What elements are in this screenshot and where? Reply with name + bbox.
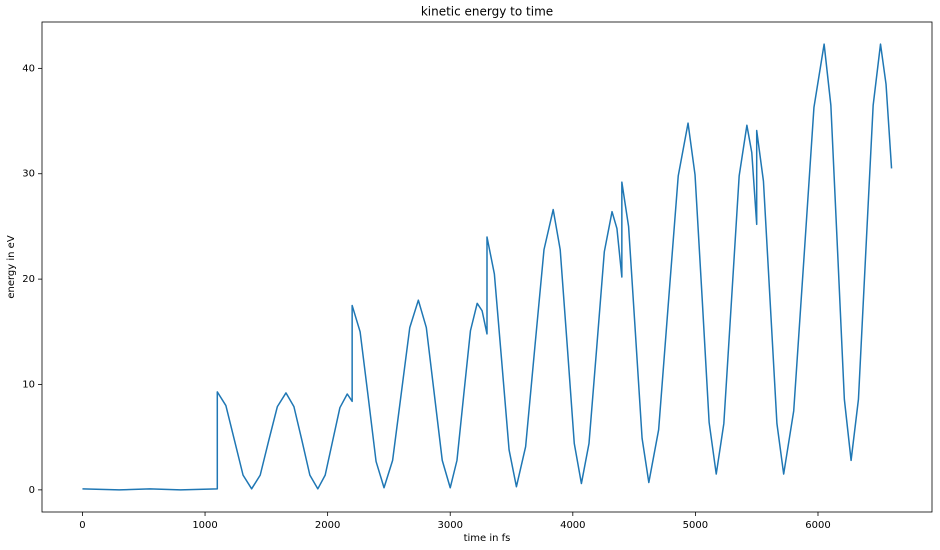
y-tick-label: 30 (22, 169, 35, 180)
chart-title: kinetic energy to time (421, 5, 553, 19)
y-tick-label: 0 (29, 485, 35, 496)
y-tick-label: 20 (22, 274, 35, 285)
axes-frame (41, 21, 933, 513)
x-tick-label: 2000 (315, 520, 340, 531)
x-tick-label: 1000 (192, 520, 217, 531)
y-axis-label: energy in eV (6, 235, 17, 298)
data-line (82, 43, 893, 491)
x-tick-label: 6000 (805, 520, 830, 531)
y-tick-label: 40 (22, 63, 35, 74)
y-tick-label: 10 (22, 379, 35, 390)
x-tick-label: 3000 (437, 520, 462, 531)
x-tick-label: 4000 (560, 520, 585, 531)
x-tick-label: 0 (79, 520, 85, 531)
x-axis-label: time in fs (464, 533, 511, 544)
x-tick-label: 5000 (683, 520, 708, 531)
